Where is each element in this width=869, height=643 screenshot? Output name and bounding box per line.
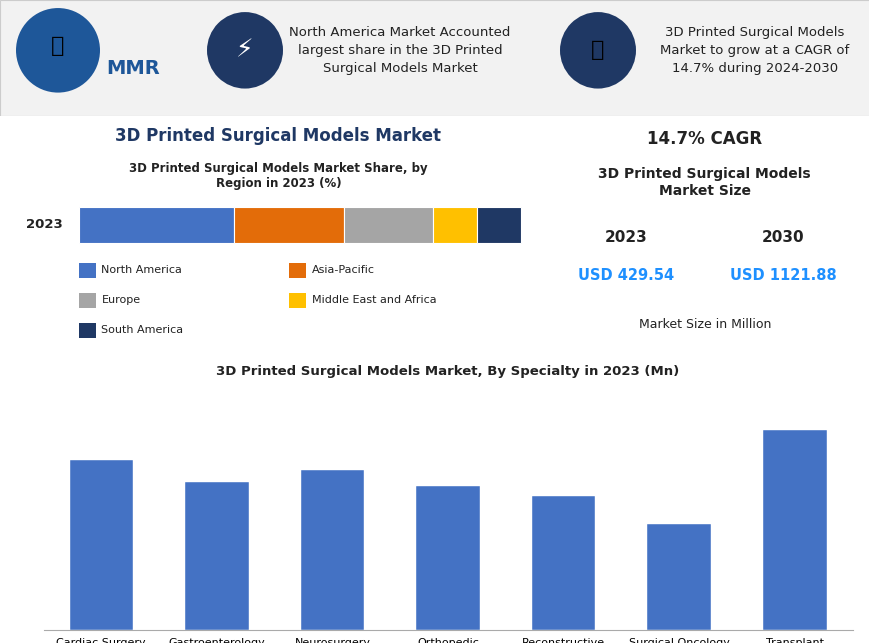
Text: North America: North America [102, 265, 182, 275]
FancyBboxPatch shape [79, 262, 96, 278]
FancyBboxPatch shape [79, 208, 234, 242]
Text: 2023: 2023 [26, 219, 63, 231]
Text: North America Market Accounted
largest share in the 3D Printed
Surgical Models M: North America Market Accounted largest s… [289, 26, 510, 75]
FancyBboxPatch shape [0, 0, 869, 116]
FancyBboxPatch shape [234, 208, 344, 242]
FancyBboxPatch shape [344, 208, 432, 242]
Text: USD 429.54: USD 429.54 [578, 267, 673, 283]
Text: 3D Printed Surgical Models Market: 3D Printed Surgical Models Market [116, 127, 441, 145]
Bar [531, 496, 594, 630]
Bar [762, 430, 826, 630]
Bar [70, 460, 133, 630]
Text: 🌍: 🌍 [51, 36, 64, 57]
Text: South America: South America [102, 325, 183, 335]
FancyBboxPatch shape [289, 293, 306, 308]
FancyBboxPatch shape [289, 262, 306, 278]
Text: Middle East and Africa: Middle East and Africa [311, 295, 436, 305]
Text: Europe: Europe [102, 295, 141, 305]
Text: Market Size in Million: Market Size in Million [638, 318, 770, 331]
Bar [415, 486, 480, 630]
Text: MMR: MMR [106, 59, 160, 78]
FancyBboxPatch shape [476, 208, 521, 242]
Ellipse shape [207, 12, 282, 89]
Title: 3D Printed Surgical Models Market, By Specialty in 2023 (Mn): 3D Printed Surgical Models Market, By Sp… [216, 365, 679, 377]
FancyBboxPatch shape [79, 323, 96, 338]
Text: 3D Printed Surgical Models Market Share, by
Region in 2023 (%): 3D Printed Surgical Models Market Share,… [129, 162, 428, 190]
Text: 2030: 2030 [761, 230, 803, 245]
FancyBboxPatch shape [79, 293, 96, 308]
Text: USD 1121.88: USD 1121.88 [729, 267, 835, 283]
Text: Asia-Pacific: Asia-Pacific [311, 265, 375, 275]
Text: ⚡: ⚡ [236, 39, 254, 62]
Text: 14.7% CAGR: 14.7% CAGR [647, 130, 761, 148]
Text: 3D Printed Surgical Models
Market Size: 3D Printed Surgical Models Market Size [598, 167, 810, 197]
Bar [647, 524, 710, 630]
Text: 🔥: 🔥 [591, 41, 604, 60]
Bar [185, 482, 249, 630]
Ellipse shape [560, 12, 635, 89]
Ellipse shape [16, 8, 100, 93]
FancyBboxPatch shape [432, 208, 476, 242]
Text: 2023: 2023 [604, 230, 647, 245]
Text: 3D Printed Surgical Models
Market to grow at a CAGR of
14.7% during 2024-2030: 3D Printed Surgical Models Market to gro… [660, 26, 849, 75]
Bar [301, 470, 364, 630]
